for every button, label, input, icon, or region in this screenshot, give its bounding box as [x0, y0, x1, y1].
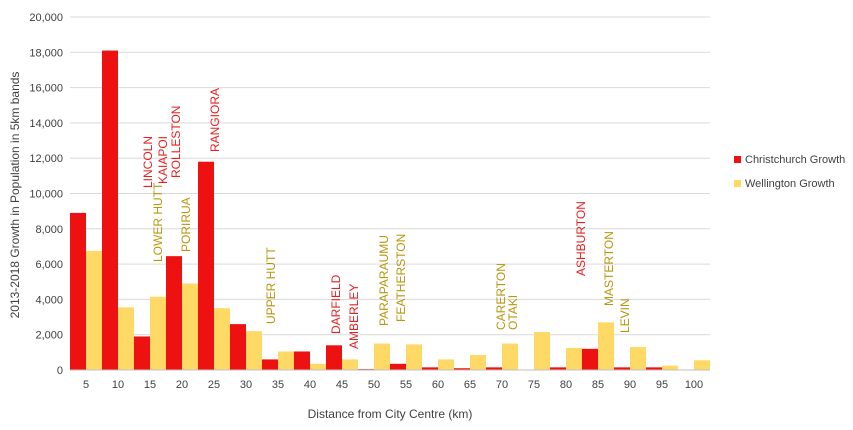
x-tick-label: 70	[496, 379, 508, 391]
wellington-bar	[214, 308, 230, 370]
y-tick-label: 4,000	[35, 294, 63, 306]
christchurch-bar	[166, 256, 182, 370]
wellington-bar	[86, 250, 102, 370]
legend: Christchurch Growth Wellington Growth	[734, 154, 845, 190]
x-tick-label: 80	[560, 379, 572, 391]
x-tick-label: 15	[144, 379, 156, 391]
x-tick-label: 60	[432, 379, 444, 391]
town-label: OTAKI	[506, 295, 520, 330]
christchurch-bar	[614, 367, 630, 370]
wellington-bar	[246, 331, 262, 370]
wellington-bar	[150, 296, 166, 370]
x-tick-label: 75	[528, 379, 540, 391]
wellington-bar	[630, 347, 646, 370]
christchurch-bar	[582, 348, 598, 370]
x-tick-label: 35	[272, 379, 284, 391]
christchurch-bar	[550, 367, 566, 370]
y-tick-label: 10,000	[29, 189, 63, 201]
legend-swatch-wellington	[734, 180, 741, 187]
x-tick-labels: 5 10 15 20 25 30 35 40 45 50 55 60 65 70 75 80 85 90 95 100	[83, 379, 703, 391]
wellington-bar	[534, 332, 550, 370]
y-tick-label: 2,000	[35, 330, 63, 342]
x-tick-label: 95	[656, 379, 668, 391]
town-label: KAIAPOI	[156, 136, 170, 184]
wellington-bar	[566, 347, 582, 370]
y-tick-label: 8,000	[35, 224, 63, 236]
town-label: LINCOLN	[141, 136, 155, 188]
christchurch-bar	[230, 324, 246, 370]
x-tick-label: 65	[464, 379, 476, 391]
y-tick-label: 14,000	[29, 118, 63, 130]
legend-swatch-christchurch	[734, 156, 741, 163]
wellington-bar	[310, 363, 326, 370]
town-label: AMBERLEY	[347, 284, 361, 349]
bars	[70, 50, 710, 370]
x-tick-label: 45	[336, 379, 348, 391]
x-tick-label: 20	[176, 379, 188, 391]
x-tick-label: 25	[208, 379, 220, 391]
x-tick-label: 50	[368, 379, 380, 391]
x-tick-label: 5	[83, 379, 89, 391]
christchurch-bar	[326, 345, 342, 370]
town-label: LEVIN	[618, 298, 632, 333]
town-label: PORIRUA	[179, 197, 193, 252]
town-label: DARFIELD	[329, 274, 343, 334]
christchurch-bar	[294, 351, 310, 370]
town-label: LOWER HUTT	[151, 182, 165, 262]
christchurch-bar	[390, 363, 406, 370]
town-label: UPPER HUTT	[264, 247, 278, 324]
y-axis-title: 2013-2018 Growth in Population in 5km ba…	[8, 72, 22, 319]
christchurch-bar	[70, 212, 86, 370]
x-tick-label: 90	[624, 379, 636, 391]
x-tick-label: 100	[685, 379, 703, 391]
y-tick-label: 16,000	[29, 83, 63, 95]
town-label: FEATHERSTON	[394, 234, 408, 322]
town-label: MASTERTON	[602, 231, 616, 306]
christchurch-bar	[422, 367, 438, 370]
x-axis-title: Distance from City Centre (km)	[308, 407, 473, 421]
christchurch-bar	[486, 367, 502, 370]
y-tick-labels: 0 2,000 4,000 6,000 8,000 10,000 12,000 14,000 1…	[29, 12, 63, 377]
y-tick-label: 18,000	[29, 47, 63, 59]
town-label: RANGIORA	[208, 88, 222, 152]
wellington-bar	[598, 322, 614, 370]
wellington-bar	[374, 343, 390, 370]
legend-label-wellington: Wellington Growth	[745, 178, 835, 190]
wellington-bar	[470, 354, 486, 370]
wellington-bar	[342, 359, 358, 370]
wellington-bar	[182, 283, 198, 370]
wellington-bar	[438, 359, 454, 370]
y-tick-label: 12,000	[29, 153, 63, 165]
town-label: ROLLESTON	[169, 106, 183, 178]
y-tick-label: 20,000	[29, 12, 63, 24]
y-tick-label: 0	[57, 365, 63, 377]
x-tick-label: 55	[400, 379, 412, 391]
town-annotations: LINCOLN KAIAPOI ROLLESTON RANGIORA LOWER HUT…	[141, 88, 632, 349]
wellington-bar	[694, 360, 710, 370]
town-label: PARAPARAUMU	[377, 235, 391, 326]
town-label: ASHBURTON	[574, 201, 588, 276]
wellington-bar	[662, 365, 678, 370]
wellington-bar	[406, 344, 422, 370]
wellington-bar	[118, 307, 134, 370]
town-label: CARERTON	[494, 263, 508, 330]
christchurch-bar	[134, 336, 150, 370]
x-tick-label: 85	[592, 379, 604, 391]
x-tick-label: 40	[304, 379, 316, 391]
x-tick-label: 10	[112, 379, 124, 391]
christchurch-bar	[454, 368, 470, 370]
christchurch-bar	[102, 50, 118, 370]
wellington-bar	[278, 351, 294, 370]
christchurch-bar	[262, 359, 278, 370]
christchurch-bar	[198, 161, 214, 370]
legend-label-christchurch: Christchurch Growth	[745, 154, 845, 166]
x-tick-label: 30	[240, 379, 252, 391]
y-tick-label: 6,000	[35, 259, 63, 271]
christchurch-bar	[646, 367, 662, 370]
wellington-bar	[502, 343, 518, 370]
